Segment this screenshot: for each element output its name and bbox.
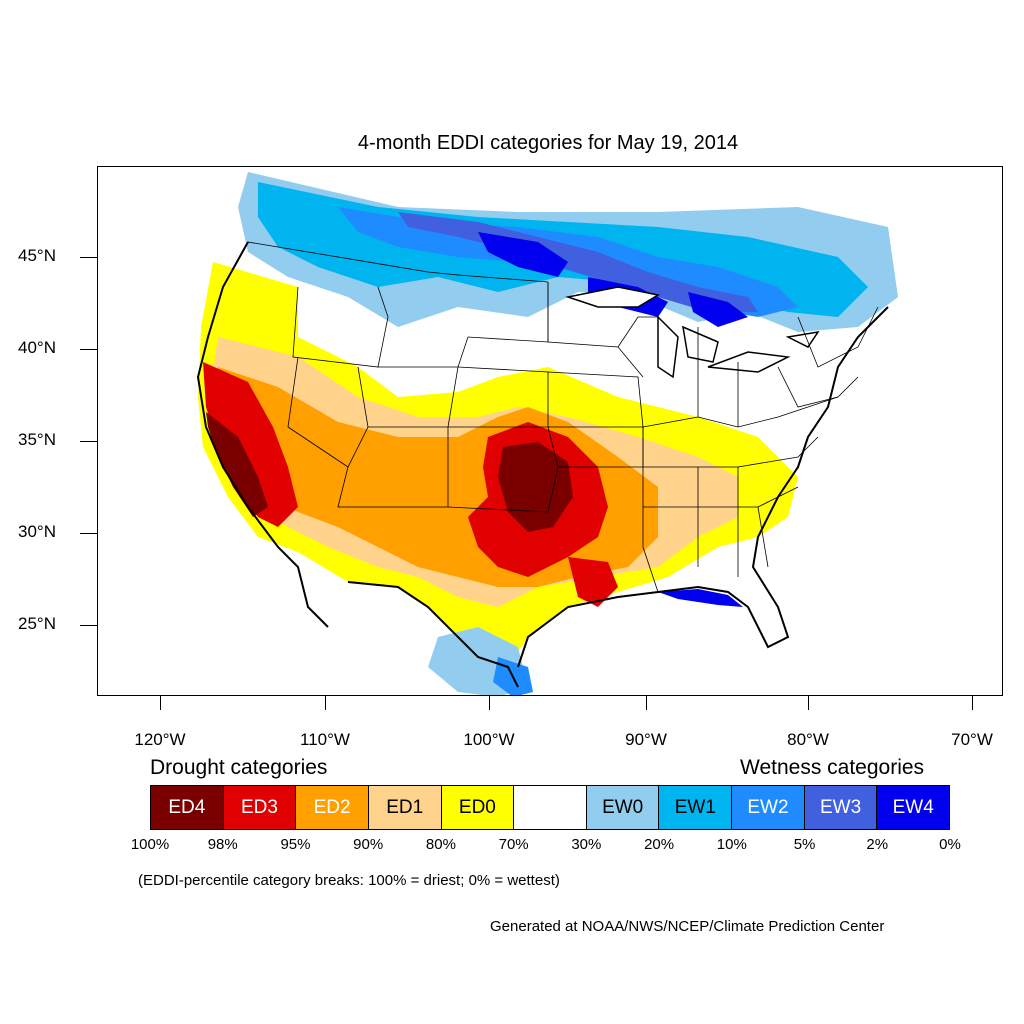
category-note: (EDDI-percentile category breaks: 100% =… — [138, 872, 560, 889]
map-title: 4-month EDDI categories for May 19, 2014 — [357, 132, 739, 154]
legend-cell-neutral — [514, 786, 587, 829]
legend-break-label: 10% — [716, 836, 747, 853]
ed4-region — [206, 412, 573, 532]
legend-break-label: 95% — [280, 836, 311, 853]
lon-label: 120°W — [134, 730, 186, 749]
legend-break-label: 20% — [644, 836, 675, 853]
lon-tick-80 — [808, 696, 809, 710]
lat-tick-40 — [80, 349, 97, 350]
lat-label: 40°N — [18, 338, 56, 357]
lat-label: 45°N — [18, 246, 56, 265]
legend-break-label: 2% — [866, 836, 889, 853]
lat-tick-35 — [80, 441, 97, 442]
lon-label: 100°W — [463, 730, 515, 749]
state-boundaries — [247, 241, 879, 593]
lat-tick-45 — [80, 257, 97, 258]
legend-break-label: 90% — [353, 836, 384, 853]
legend-cell-ed1: ED1 — [368, 786, 442, 829]
legend-break-label: 5% — [793, 836, 816, 853]
ew4-region — [478, 232, 748, 327]
lon-tick-110 — [325, 696, 326, 710]
drought-heading: Drought categories — [150, 756, 328, 779]
lon-tick-100 — [489, 696, 490, 710]
legend-cell-ew0: EW0 — [586, 786, 660, 829]
lon-label: 90°W — [625, 730, 667, 749]
legend-cell-ew1: EW1 — [659, 786, 733, 829]
map-canvas — [196, 172, 898, 695]
legend-break-label: 80% — [425, 836, 456, 853]
legend-break-label: 0% — [939, 836, 961, 853]
legend-break-label: 98% — [207, 836, 238, 853]
lon-label: 110°W — [300, 730, 350, 749]
legend-cell-ed0: ED0 — [441, 786, 515, 829]
legend-cell-ew4: EW4 — [877, 786, 950, 829]
legend-cell-ed2: ED2 — [296, 786, 369, 829]
color-legend: ED4 ED3 ED2 ED1 ED0 EW0 EW1 EW2 EW3 EW4 — [150, 785, 950, 830]
legend-cell-ed3: ED3 — [223, 786, 297, 829]
eddi-map — [97, 166, 1003, 696]
ed3-region — [203, 362, 618, 607]
lat-label: 25°N — [18, 614, 56, 633]
gulf-coast-wet — [658, 589, 743, 607]
lon-tick-70 — [972, 696, 973, 710]
lon-tick-120 — [160, 696, 161, 710]
credit-line: Generated at NOAA/NWS/NCEP/Climate Predi… — [490, 918, 885, 935]
coastline — [196, 241, 889, 688]
legend-cell-ew2: EW2 — [732, 786, 805, 829]
lat-label: 30°N — [18, 522, 56, 541]
wetness-heading: Wetness categories — [740, 756, 925, 779]
legend-break-label: 30% — [571, 836, 602, 853]
legend-cell-ed4: ED4 — [151, 786, 224, 829]
great-lakes — [565, 286, 820, 379]
lon-label: 70°W — [951, 730, 993, 749]
legend-break-label: 70% — [498, 836, 529, 853]
legend-break-label: 100% — [130, 836, 170, 853]
lat-tick-25 — [80, 625, 97, 626]
legend-cell-ew3: EW3 — [804, 786, 878, 829]
lat-label: 35°N — [18, 430, 56, 449]
lon-label: 80°W — [787, 730, 829, 749]
lat-tick-30 — [80, 533, 97, 534]
lon-tick-90 — [646, 696, 647, 710]
